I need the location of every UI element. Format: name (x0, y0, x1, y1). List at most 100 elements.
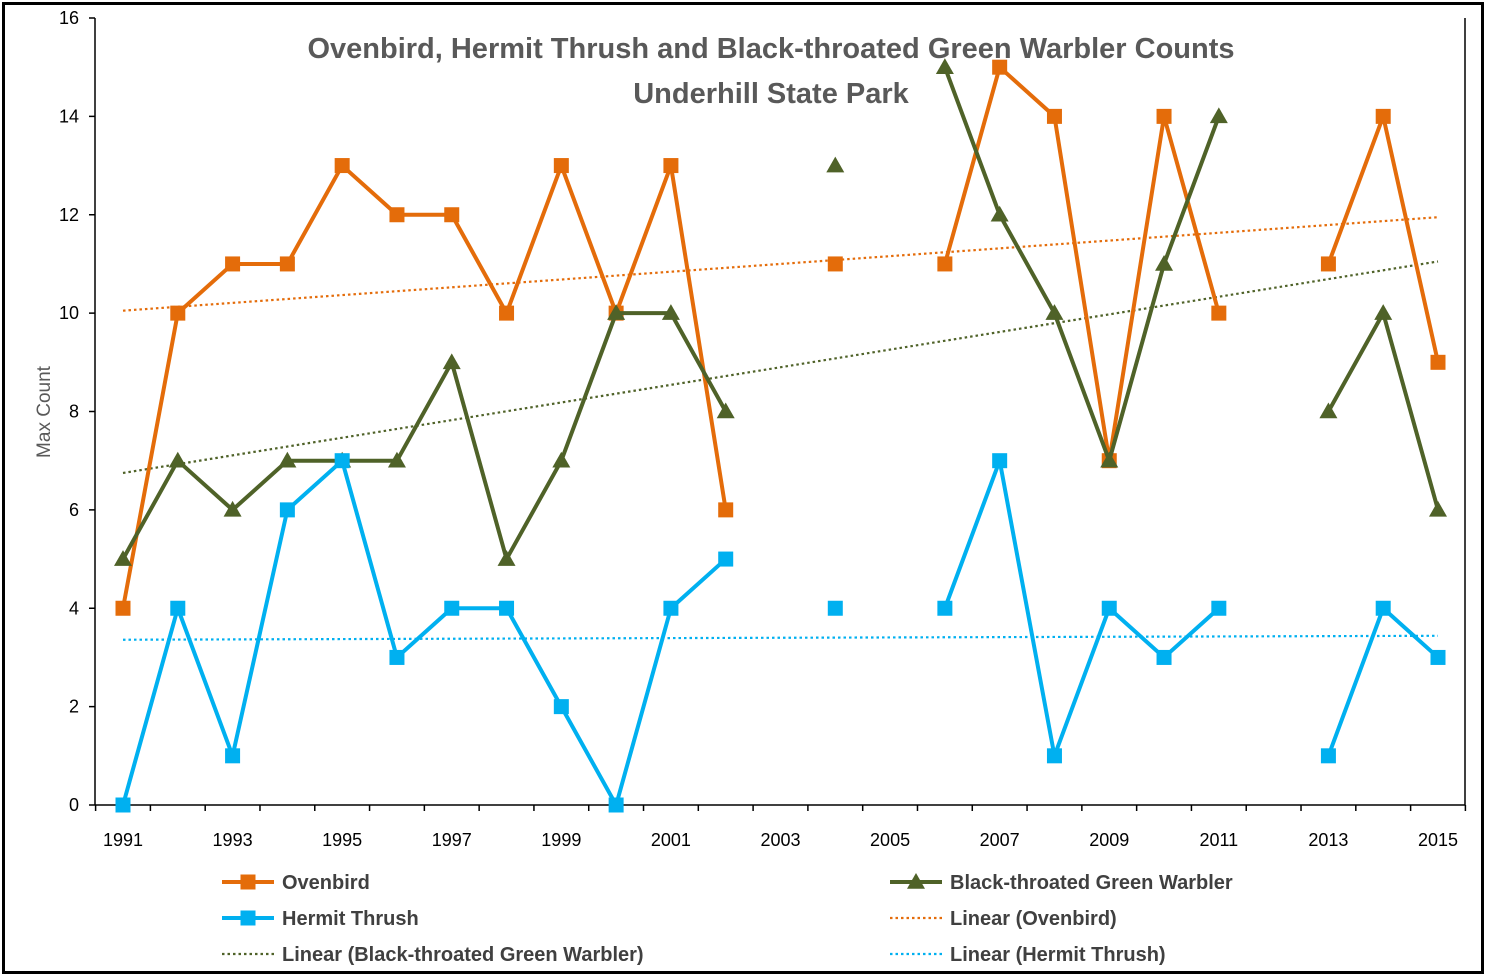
data-point-ovenbird (115, 600, 131, 616)
series-line-hermit-thrush (1326, 606, 1440, 757)
series (114, 58, 1447, 813)
data-point-ovenbird (827, 256, 843, 272)
chart-subtitle: Underhill State Park (633, 78, 909, 110)
y-tick-label: 16 (59, 8, 79, 28)
data-point-hermit-thrush (1046, 748, 1062, 764)
data-point-black-throated-green-warbler (1429, 500, 1447, 517)
data-point-hermit-thrush (279, 502, 295, 518)
legend-item-linear-hermit-thrush: Linear (Hermit Thrush) (890, 944, 1166, 966)
data-point-black-throated-green-warbler (1209, 107, 1228, 124)
data-point-hermit-thrush (937, 600, 953, 616)
data-point-hermit-thrush (499, 600, 515, 616)
data-point-hermit-thrush (1101, 600, 1117, 616)
x-tick-label: 1993 (213, 830, 253, 850)
series-ovenbird (115, 59, 1446, 616)
data-point-hermit-thrush (1430, 649, 1446, 665)
data-point-black-throated-green-warbler (1319, 402, 1338, 419)
legend-item-hermit-thrush: Hermit Thrush (222, 908, 419, 930)
data-point-black-throated-green-warbler (935, 58, 954, 74)
legend-item-ovenbird: Ovenbird (222, 872, 370, 894)
x-tick-label: 2011 (1199, 830, 1238, 850)
y-tick-label: 6 (69, 500, 79, 520)
data-point-ovenbird (1320, 256, 1336, 272)
data-point-black-throated-green-warbler (661, 304, 680, 320)
data-point-hermit-thrush (992, 453, 1008, 469)
legend: Ovenbird Black-throated Green Warbler Herm… (222, 872, 1233, 966)
y-axis-label: Max Count (34, 365, 55, 458)
legend-label: Black-throated Green Warbler (950, 872, 1233, 894)
data-point-black-throated-green-warbler (497, 550, 516, 566)
legend-marker (240, 874, 256, 890)
data-point-ovenbird (1375, 108, 1391, 124)
data-point-hermit-thrush (334, 453, 350, 469)
data-point-black-throated-green-warbler (442, 353, 461, 370)
data-point-hermit-thrush (444, 600, 460, 616)
data-point-black-throated-green-warbler (607, 304, 626, 320)
data-point-ovenbird (1046, 108, 1062, 124)
y-tick-label: 14 (59, 106, 79, 126)
x-tick-label: 2009 (1089, 830, 1129, 850)
data-point-ovenbird (225, 256, 241, 272)
data-point-ovenbird (444, 207, 460, 223)
data-point-ovenbird (992, 59, 1008, 75)
legend-label: Linear (Hermit Thrush) (950, 944, 1166, 966)
legend-label: Linear (Ovenbird) (950, 908, 1117, 930)
data-point-hermit-thrush (1375, 600, 1391, 616)
data-point-ovenbird (170, 305, 186, 321)
data-point-ovenbird (937, 256, 953, 272)
legend-marker (907, 873, 925, 889)
legend-label: Linear (Black-throated Green Warbler) (282, 944, 644, 966)
data-point-ovenbird (1156, 108, 1172, 124)
data-point-ovenbird (499, 305, 515, 321)
data-point-black-throated-green-warbler (1155, 254, 1174, 271)
data-point-ovenbird (718, 502, 734, 518)
series-line-ovenbird (121, 163, 728, 609)
data-point-hermit-thrush (553, 699, 569, 715)
data-point-hermit-thrush (718, 551, 734, 567)
y-ticks: 0 2 4 6 8 10 12 14 16 (59, 8, 95, 815)
x-tick-label: 2013 (1308, 830, 1348, 850)
series-line-black-throated-green-warbler (943, 66, 1221, 463)
x-tick-label: 1999 (541, 830, 581, 850)
data-point-black-throated-green-warbler (168, 451, 187, 468)
data-point-black-throated-green-warbler (114, 550, 132, 566)
legend-item-black-throated-green-warbler: Black-throated Green Warbler (890, 872, 1233, 894)
axes: 0 2 4 6 8 10 12 14 16 1991 1993 1995 1997 1999 2001 20… (59, 8, 1467, 850)
x-tick-label: 2005 (870, 830, 910, 850)
data-point-hermit-thrush (608, 797, 624, 813)
y-tick-label: 8 (69, 402, 79, 422)
data-point-black-throated-green-warbler (826, 156, 845, 173)
data-point-black-throated-green-warbler (1045, 304, 1064, 320)
data-point-black-throated-green-warbler (552, 451, 571, 468)
series-line-black-throated-green-warbler (1326, 311, 1440, 511)
data-point-ovenbird (1430, 354, 1446, 370)
y-tick-label: 12 (59, 205, 79, 225)
legend-item-linear-black-throated-green-warbler: Linear (Black-throated Green Warbler) (222, 944, 644, 966)
trendlines (122, 216, 1439, 641)
data-point-hermit-thrush (170, 600, 186, 616)
series-line-black-throated-green-warbler (121, 311, 728, 562)
data-point-hermit-thrush (663, 600, 679, 616)
data-point-hermit-thrush (115, 797, 131, 813)
data-point-black-throated-green-warbler (716, 402, 735, 419)
x-tick-label: 1995 (322, 830, 362, 850)
y-tick-label: 10 (59, 303, 79, 323)
data-point-black-throated-green-warbler (387, 451, 406, 468)
data-point-ovenbird (279, 256, 295, 272)
legend-label: Hermit Thrush (282, 908, 419, 930)
x-tick-label: 2007 (980, 830, 1020, 850)
data-point-hermit-thrush (225, 748, 241, 764)
trendline-ovenbird (122, 216, 1439, 312)
data-point-hermit-thrush (389, 649, 405, 665)
legend-label: Ovenbird (282, 872, 370, 894)
trendline-black-throated-green-warbler (122, 260, 1439, 475)
data-point-hermit-thrush (827, 600, 843, 616)
x-tick-label: 2001 (651, 830, 691, 850)
data-point-ovenbird (389, 207, 405, 223)
series-black-throated-green-warbler (114, 58, 1447, 566)
series-hermit-thrush (115, 453, 1446, 813)
chart-title: Ovenbird, Hermit Thrush and Black-throat… (307, 33, 1234, 65)
legend-item-linear-ovenbird: Linear (Ovenbird) (890, 908, 1117, 930)
data-point-ovenbird (663, 158, 679, 174)
